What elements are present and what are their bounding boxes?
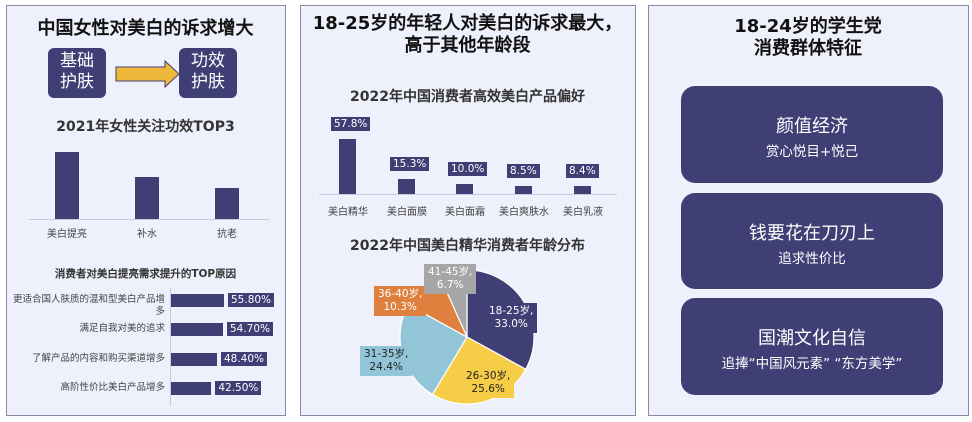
- pie-label-line: 36-40岁,: [378, 288, 423, 300]
- category-label: 美白面膜: [387, 207, 427, 218]
- bar: [55, 152, 79, 219]
- category-label: 美白爽肤水: [499, 207, 549, 218]
- chart-title-preference: 2022年中国消费者高效美白产品偏好: [350, 89, 585, 105]
- value-label: 42.50%: [215, 381, 262, 395]
- bar: [398, 179, 415, 194]
- card-heading: 国潮文化自信: [758, 328, 866, 349]
- chart-title-reasons: 消费者对美白提亮需求提升的TOP原因: [54, 268, 237, 280]
- card-subtext: 赏心悦目+悦己: [765, 144, 859, 160]
- bar: [171, 294, 224, 307]
- box-line: 护肤: [191, 72, 225, 92]
- title-line: 消费群体特征: [754, 38, 862, 59]
- pie-label: 26-30岁, 25.6%: [462, 368, 515, 398]
- pie-label-line: 18-25岁,: [489, 305, 534, 317]
- card-subtext: 追捧“中国风元素” “东方美学”: [721, 356, 903, 372]
- pie-label-line: 41-45岁,: [428, 266, 473, 278]
- bar: [215, 188, 239, 219]
- pie-label-line: 25.6%: [471, 383, 505, 395]
- y-axis: [170, 288, 171, 406]
- chart-title-age: 2022年中国美白精华消费者年龄分布: [350, 238, 585, 254]
- pie-label: 36-40岁, 10.3%: [374, 286, 427, 316]
- pie-label-line: 26-30岁,: [466, 370, 511, 382]
- x-axis: [29, 219, 269, 220]
- pie-label: 41-45岁, 6.7%: [424, 264, 477, 294]
- title-line: 18-24岁的学生党: [734, 16, 882, 37]
- box-line: 护肤: [60, 72, 94, 92]
- age-pie-chart: [399, 269, 535, 405]
- trait-card-value: 钱要花在刀刃上 追求性价比: [681, 193, 943, 289]
- category-label: 美白提亮: [47, 229, 87, 240]
- value-label: 8.5%: [507, 163, 540, 178]
- bar: [339, 139, 356, 194]
- category-label: 美白精华: [328, 207, 368, 218]
- value-label: 15.3%: [390, 157, 430, 172]
- panel-title: 中国女性对美白的诉求增大: [37, 18, 254, 39]
- value-label: 57.8%: [331, 117, 371, 131]
- basic-skincare-box: 基础 护肤: [48, 48, 106, 98]
- title-line: 高于其他年龄段: [404, 35, 531, 56]
- right-arrow-icon: [115, 60, 180, 88]
- panel-student-traits: 18-24岁的学生党 消费群体特征 颜值经济 赏心悦目+悦己 钱要花在刀刃上 追…: [648, 5, 969, 416]
- panel-young-demand: 18-25岁的年轻人对美白的诉求最大， 高于其他年龄段 2022年中国消费者高效…: [300, 5, 636, 416]
- category-label: 抗老: [217, 229, 237, 240]
- pie-label-line: 24.4%: [369, 361, 403, 373]
- value-label: 8.4%: [566, 164, 599, 178]
- panel-title: 18-24岁的学生党 消费群体特征: [649, 16, 967, 60]
- card-heading: 颜值经济: [776, 116, 848, 137]
- category-label: 补水: [137, 229, 157, 240]
- pie-label-line: 31-35岁,: [364, 348, 409, 360]
- category-label: 美白面霜: [445, 207, 485, 218]
- trait-card-guochao: 国潮文化自信 追捧“中国风元素” “东方美学”: [681, 298, 943, 395]
- reason-label: 更适合国人肤质的温和型美白产品增多: [12, 294, 165, 317]
- x-axis: [319, 194, 617, 195]
- pie-label-line: 6.7%: [436, 279, 464, 291]
- bar: [574, 186, 591, 194]
- bar: [171, 382, 212, 395]
- pie-label: 18-25岁, 33.0%: [485, 303, 538, 333]
- chart-title-top3: 2021年女性关注功效TOP3: [56, 119, 235, 135]
- panel-female-whitening-demand: 中国女性对美白的诉求增大 基础 护肤 功效 护肤 2021年女性关注功效TOP3…: [6, 5, 286, 416]
- pie-label-line: 33.0%: [494, 318, 528, 330]
- bar: [171, 353, 217, 366]
- value-label: 48.40%: [220, 352, 268, 366]
- value-label: 55.80%: [228, 293, 275, 307]
- title-line: 18-25岁的年轻人对美白的诉求最大，: [312, 13, 623, 34]
- reason-label: 了解产品的内容和购买渠道增多: [31, 353, 165, 364]
- reason-label: 满足自我对美的追求: [79, 323, 165, 334]
- bar: [135, 176, 159, 219]
- category-label: 美白乳液: [563, 207, 603, 218]
- trait-card-appearance: 颜值经济 赏心悦目+悦己: [681, 86, 943, 183]
- card-heading: 钱要花在刀刃上: [749, 223, 875, 244]
- card-subtext: 追求性价比: [778, 251, 846, 267]
- bar: [515, 185, 532, 194]
- box-line: 功效: [191, 51, 225, 71]
- box-line: 基础: [60, 51, 94, 71]
- value-label: 54.70%: [226, 322, 273, 336]
- bar: [171, 323, 223, 336]
- panel-title: 18-25岁的年轻人对美白的诉求最大， 高于其他年龄段: [301, 13, 634, 57]
- pie-label: 31-35岁, 24.4%: [360, 346, 413, 376]
- pie-label-line: 10.3%: [383, 301, 417, 313]
- efficacy-skincare-box: 功效 护肤: [179, 48, 237, 98]
- reason-label: 高阶性价比美白产品增多: [60, 382, 165, 393]
- bar: [456, 184, 473, 194]
- value-label: 10.0%: [448, 162, 488, 177]
